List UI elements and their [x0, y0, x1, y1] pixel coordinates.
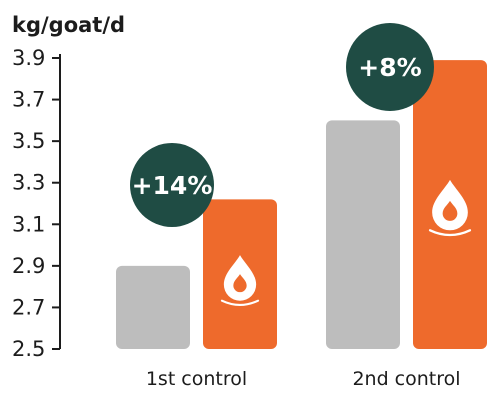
control-bar-1 [116, 265, 190, 349]
bars [116, 60, 487, 349]
y-tick-label: 3.9 [12, 46, 45, 70]
category-label: 2nd control [352, 368, 460, 390]
percent-badge-1 [130, 143, 214, 227]
control-bar-2 [326, 120, 400, 349]
water-drop-icon [220, 255, 260, 307]
y-tick-label: 2.9 [12, 254, 45, 278]
y-tick-label: 3.3 [12, 171, 45, 195]
y-tick-label: 2.5 [12, 337, 45, 361]
percent-badge-2 [346, 23, 434, 111]
y-axis-unit-label: kg/goat/d [12, 13, 125, 37]
water-drop-icon [428, 179, 472, 237]
y-axis: 2.5 2.7 2.9 3.1 3.3 3.5 3.7 3.9 [12, 46, 61, 361]
y-tick-label: 3.7 [12, 88, 45, 112]
y-tick-label: 3.5 [12, 129, 45, 153]
y-tick-label: 3.1 [12, 212, 45, 236]
category-labels: 1st control 2nd control [146, 368, 461, 390]
y-tick-label: 2.7 [12, 295, 45, 319]
percent-badge-label: +8% [358, 53, 421, 82]
percent-badges: +14% +8% [130, 23, 434, 227]
percent-badge-label: +14% [132, 171, 213, 200]
category-label: 1st control [146, 368, 247, 390]
